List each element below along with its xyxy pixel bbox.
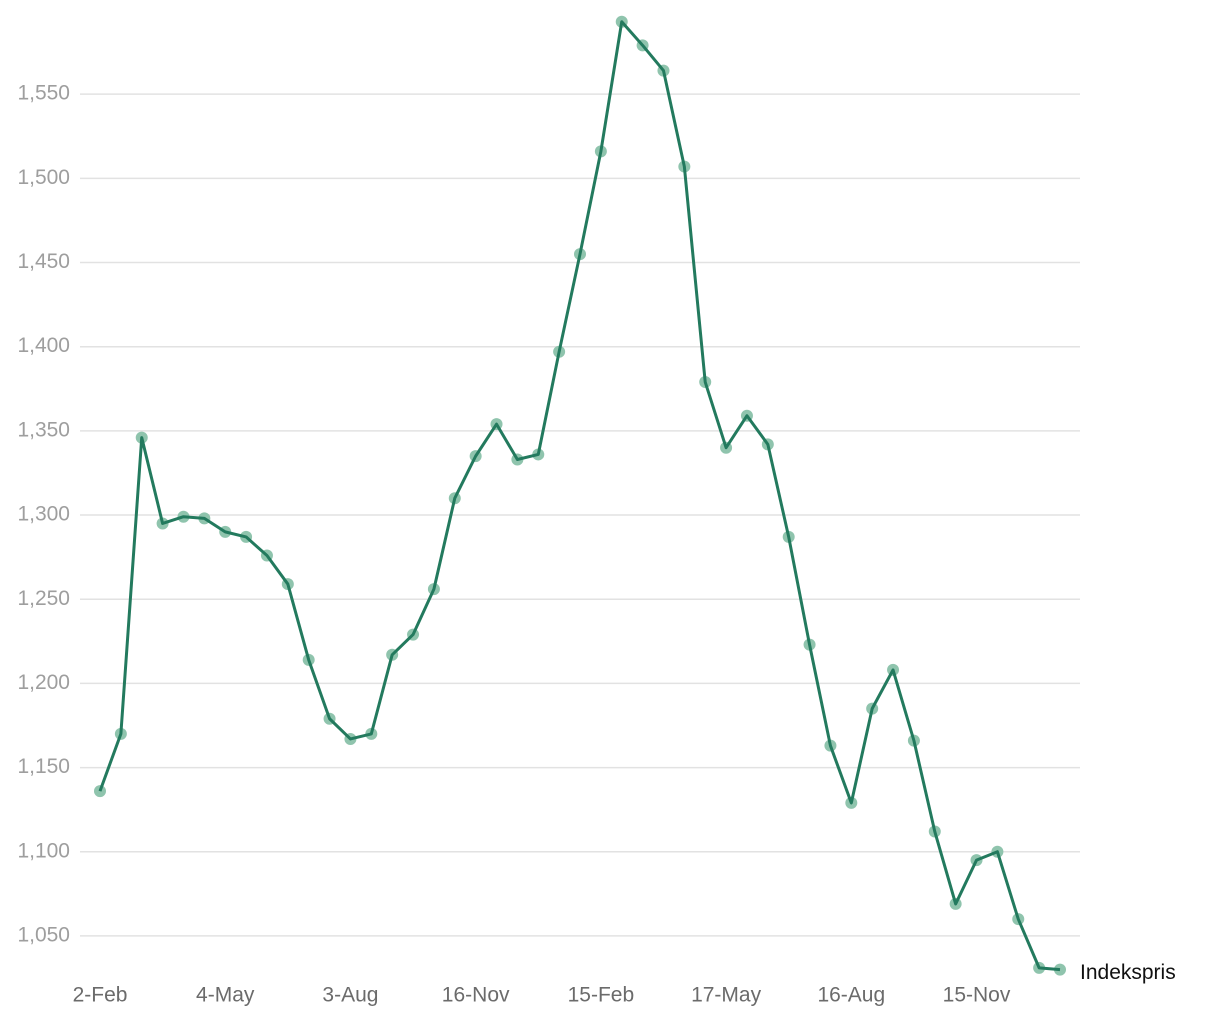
y-tick-label: 1,150 <box>17 755 70 778</box>
y-tick-label: 1,300 <box>17 503 70 526</box>
x-tick-label: 4-May <box>196 984 255 1007</box>
y-tick-label: 1,500 <box>17 166 70 189</box>
x-tick-label: 2-Feb <box>73 984 128 1007</box>
y-tick-label: 1,400 <box>17 334 70 357</box>
y-tick-label: 1,350 <box>17 418 70 441</box>
x-tick-label: 3-Aug <box>322 984 378 1007</box>
x-tick-label: 15-Feb <box>568 984 635 1007</box>
x-tick-label: 17-May <box>691 984 762 1007</box>
x-tick-label: 16-Nov <box>442 984 510 1007</box>
y-tick-label: 1,450 <box>17 250 70 273</box>
line <box>98 20 1061 972</box>
y-tick-label: 1,200 <box>17 671 70 694</box>
series-label: Indekspris <box>1080 961 1176 984</box>
y-tick-label: 1,100 <box>17 839 70 862</box>
y-tick-label: 1,250 <box>17 587 70 610</box>
x-tick-label: 16-Aug <box>817 984 885 1007</box>
y-tick-label: 1,550 <box>17 82 70 105</box>
y-tick-label: 1,050 <box>17 923 70 946</box>
x-tick-label: 15-Nov <box>943 984 1011 1007</box>
